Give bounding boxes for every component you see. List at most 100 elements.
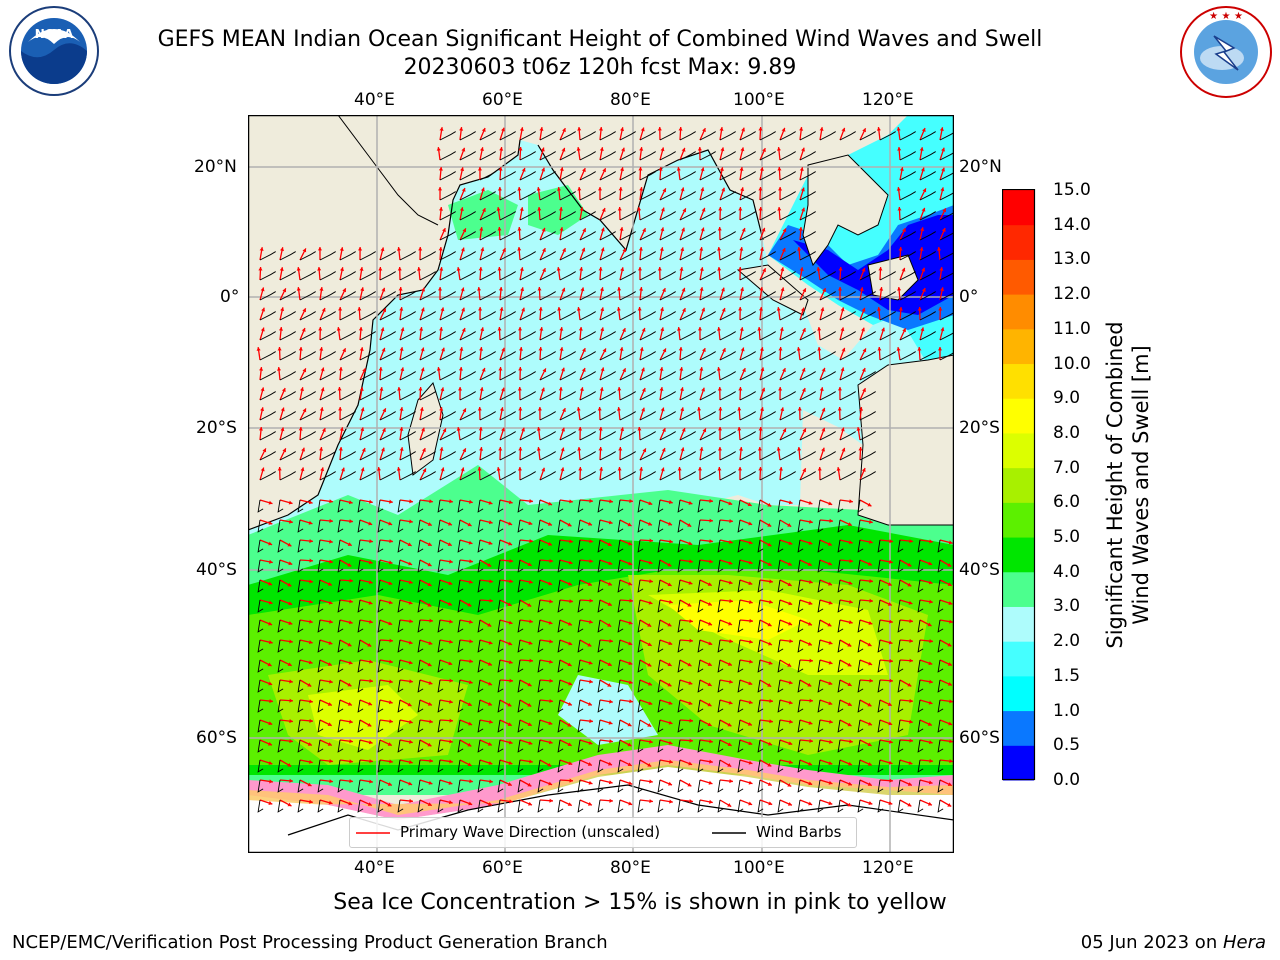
wind-barb	[817, 559, 824, 573]
wind-barb	[917, 619, 924, 633]
wind-barb	[659, 351, 676, 361]
wind-barb	[397, 599, 404, 613]
wave-direction-arrowhead	[540, 147, 545, 152]
wind-barb	[737, 699, 744, 713]
wind-barb	[939, 232, 954, 241]
wave-direction-arrowhead	[701, 387, 706, 392]
wave-direction-arrowhead	[268, 681, 273, 686]
wave-direction-arrowhead	[909, 719, 913, 724]
wave-direction-arrowhead	[302, 248, 307, 253]
wave-direction-arrowhead	[667, 582, 672, 587]
wind-barb	[739, 231, 756, 241]
wave-direction-arrowhead	[817, 347, 822, 351]
wind-barb	[357, 779, 364, 793]
wave-direction-arrowhead	[758, 427, 763, 431]
wave-direction-arrowhead	[680, 187, 685, 192]
wave-direction-arrowhead	[660, 207, 665, 212]
wave-direction-arrowhead	[639, 467, 644, 471]
wave-direction-arrowhead	[927, 622, 932, 627]
wind-barb	[499, 391, 516, 401]
wind-barb	[599, 291, 616, 301]
wave-direction-arrowhead	[609, 638, 613, 644]
wave-direction-arrowhead	[647, 762, 652, 767]
wind-barb	[617, 639, 624, 653]
wind-barb	[277, 699, 284, 713]
wave-direction-arrowhead	[456, 267, 461, 271]
wind-barb	[519, 291, 536, 301]
wind-barb	[457, 519, 464, 533]
wave-direction-arrowhead	[260, 467, 265, 472]
wind-barb	[297, 659, 304, 673]
wave-direction-arrowhead	[689, 718, 693, 723]
wave-direction-arrowhead	[608, 520, 613, 525]
wind-barb	[759, 431, 776, 441]
wave-direction-arrowhead	[647, 623, 652, 627]
wind-barb	[759, 371, 776, 381]
wave-direction-arrowhead	[762, 148, 766, 153]
wind-barb	[759, 391, 776, 401]
wave-direction-arrowhead	[889, 678, 893, 683]
wind-barb	[917, 699, 924, 713]
wind-barb	[659, 251, 676, 261]
wind-barb	[539, 231, 556, 241]
wind-barb	[499, 151, 516, 161]
wave-direction-arrowhead	[427, 662, 432, 667]
wave-direction-arrowhead	[280, 307, 285, 312]
wind-barb	[737, 719, 744, 733]
wind-barb	[419, 431, 436, 441]
wave-direction-arrowhead	[821, 407, 826, 412]
wave-direction-arrowhead	[741, 368, 746, 373]
wave-direction-arrowhead	[617, 467, 622, 471]
wind-barb	[759, 451, 776, 461]
wave-direction-arrowhead	[587, 801, 592, 806]
wind-barb	[859, 431, 876, 441]
wind-barb	[297, 679, 304, 693]
wind-barb	[359, 391, 376, 401]
wave-band-8-9m	[668, 600, 808, 640]
wave-direction-arrowhead	[919, 247, 924, 251]
wave-direction-arrowhead	[289, 519, 293, 524]
wind-barb	[719, 291, 736, 301]
wind-barb	[379, 291, 396, 301]
wind-barb	[797, 599, 804, 613]
wave-direction-arrowhead	[721, 348, 726, 353]
wave-direction-arrowhead	[381, 287, 386, 292]
wave-direction-arrowhead	[828, 501, 833, 506]
wave-direction-arrowhead	[907, 562, 912, 567]
wind-barb	[417, 579, 424, 593]
wind-barb	[677, 619, 684, 633]
wind-barb	[297, 699, 304, 713]
wave-direction-arrowhead	[627, 722, 632, 727]
wind-barb	[577, 739, 584, 753]
wave-direction-arrowhead	[659, 247, 664, 252]
wind-barb	[659, 291, 676, 301]
wind-barb	[499, 311, 516, 321]
wind-barb	[737, 739, 744, 753]
wave-direction-arrowhead	[748, 540, 753, 545]
wave-direction-arrowhead	[776, 147, 781, 151]
wind-barb	[279, 471, 296, 481]
wind-barb	[797, 779, 804, 793]
wave-direction-arrowhead	[477, 287, 482, 291]
wind-barb	[757, 679, 764, 693]
wind-barb	[719, 171, 736, 181]
wind-barb	[557, 579, 564, 593]
wind-barb	[457, 659, 464, 673]
wind-barb	[579, 211, 596, 221]
wave-direction-arrowhead	[560, 467, 565, 472]
wave-direction-arrowhead	[319, 447, 324, 451]
wave-direction-arrowhead	[281, 388, 286, 393]
wind-barb	[519, 191, 536, 201]
colorbar-tick-label: 0.5	[1053, 735, 1081, 756]
wind-barb	[917, 539, 924, 553]
wind-barb	[359, 291, 376, 301]
wind-barb	[937, 639, 944, 653]
wind-barb	[257, 619, 264, 633]
wave-direction-arrowhead	[339, 247, 344, 251]
wind-barb	[557, 699, 564, 713]
wave-direction-arrowhead	[947, 562, 952, 567]
wave-direction-arrowhead	[497, 187, 502, 191]
wave-direction-arrowhead	[578, 467, 583, 471]
wind-barb	[739, 271, 756, 281]
wave-direction-arrowhead	[489, 598, 493, 603]
